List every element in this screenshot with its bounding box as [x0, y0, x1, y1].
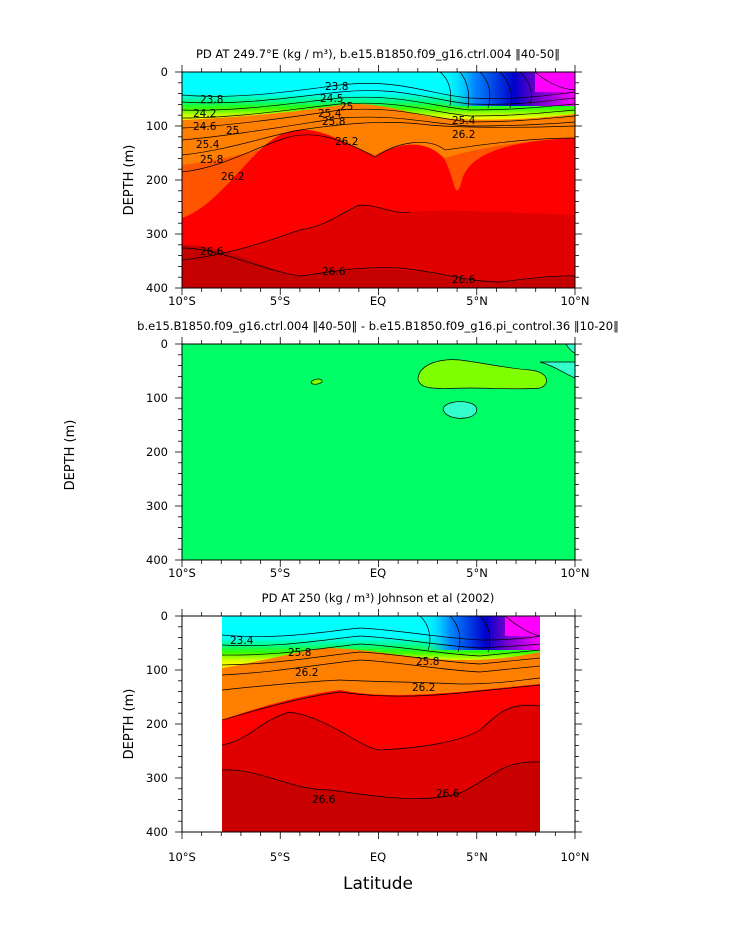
y-tick-label: 400	[146, 553, 168, 567]
panel-2-positive-anomaly	[417, 359, 547, 390]
contour-label: 26.2	[452, 129, 475, 141]
panel-1-magenta-corner	[535, 72, 575, 92]
x-tick-label: EQ	[370, 850, 386, 864]
y-tick-label: 200	[146, 717, 168, 731]
y-tick-label: 300	[146, 499, 168, 513]
panel-3-x-axis: 10°S 5°S EQ 5°N 10°N	[168, 850, 589, 864]
tick-marks	[175, 65, 582, 295]
y-axis-label: DEPTH (m)	[122, 689, 137, 760]
contour-label: 25.4	[196, 139, 220, 151]
y-tick-label: 100	[146, 663, 168, 677]
panel-1-darkest-red-band	[182, 245, 575, 288]
y-tick-label: 0	[161, 609, 168, 623]
y-tick-label: 200	[146, 173, 168, 187]
panel-1-field: 23.8 24.2 24.6 25 25.4 25.8 26.2 26.6 23…	[182, 72, 575, 288]
x-tick-label: 10°S	[168, 294, 196, 308]
panel-3-title: PD AT 250 (kg / m³) Johnson et al (2002)	[262, 591, 495, 605]
contour-label: 23.8	[325, 81, 348, 93]
panel-3-contours	[222, 616, 540, 800]
y-tick-label: 0	[161, 65, 168, 79]
x-tick-label: 10°S	[168, 850, 196, 864]
contour-label: 26.6	[312, 794, 336, 806]
panel-2-x-axis: 10°S 5°S EQ 5°N 10°N	[168, 566, 589, 580]
x-tick-label: 10°N	[561, 566, 590, 580]
contour-label: 26.2	[335, 136, 358, 148]
panel-1-contours	[182, 72, 575, 283]
contour-label: 26.6	[452, 274, 476, 286]
panel-1-dark-red-lower	[182, 205, 575, 288]
panel-3: PD AT 250 (kg / m³) Johnson et al (2002)	[122, 591, 590, 864]
tick-marks	[175, 337, 582, 567]
contour-label: 26.6	[322, 266, 346, 278]
panel-2-negative-anomaly	[442, 401, 478, 419]
y-tick-label: 400	[146, 825, 168, 839]
contour-label: 23.8	[200, 94, 223, 106]
contour-label: 26.2	[295, 667, 318, 679]
contour-label: 25.4	[452, 115, 476, 127]
contour-label: 26.2	[221, 171, 244, 183]
panel-2-edge-anomaly	[539, 361, 575, 379]
panel-3-magenta-corner	[505, 616, 540, 636]
contour-label: 25.4	[318, 108, 342, 120]
panel-2-field	[182, 344, 575, 560]
y-axis-label: DEPTH (m)	[63, 420, 78, 491]
panel-1-x-axis: 10°S 5°S EQ 5°N 10°N	[168, 294, 589, 308]
x-tick-label: 5°S	[270, 566, 290, 580]
y-tick-label: 300	[146, 771, 168, 785]
x-tick-label: 5°N	[466, 566, 488, 580]
y-tick-label: 200	[146, 445, 168, 459]
x-tick-label: 10°N	[561, 294, 590, 308]
panel-1-title: PD AT 249.7°E (kg / m³), b.e15.B1850.f09…	[196, 47, 560, 61]
y-tick-label: 300	[146, 227, 168, 241]
x-axis-label: Latitude	[343, 874, 413, 894]
panel-2-y-axis: 0 100 200 300 400 DEPTH (m)	[63, 337, 168, 567]
y-tick-label: 0	[161, 337, 168, 351]
panel-3-darkest-red	[222, 761, 540, 832]
contour-label: 24.2	[193, 108, 216, 120]
x-tick-label: 10°S	[168, 566, 196, 580]
y-axis-label: DEPTH (m)	[122, 145, 137, 216]
x-tick-label: 5°N	[466, 850, 488, 864]
panel-3-contour-labels: 23.4 26.2 26.2 26.6 26.6 25.8 25.8	[230, 635, 460, 806]
contour-label: 26.6	[200, 246, 224, 258]
contour-label: 25.8	[416, 656, 439, 668]
tick-marks	[175, 609, 582, 839]
contour-label: 23.4	[230, 635, 254, 647]
contour-label: 25.8	[200, 154, 223, 166]
panel-1-contour-labels: 23.8 24.2 24.6 25 25.4 25.8 26.2 26.6 23…	[193, 81, 476, 286]
contour-label: 24.5	[320, 93, 343, 105]
panel-3-field: 23.4 26.2 26.2 26.6 26.6 25.8 25.8	[222, 616, 540, 832]
panel-2-title: b.e15.B1850.f09_g16.ctrl.004 ‖40-50‖ - b…	[137, 319, 619, 333]
x-tick-label: 5°S	[270, 850, 290, 864]
x-tick-label: EQ	[370, 294, 386, 308]
contour-label: 25.8	[288, 647, 311, 659]
contour-label: 25.8	[322, 116, 345, 128]
panel-3-y-axis: 0 100 200 300 400 DEPTH (m)	[122, 609, 168, 839]
contour-label: 26.6	[436, 788, 460, 800]
panel-2: b.e15.B1850.f09_g16.ctrl.004 ‖40-50‖ - b…	[63, 319, 619, 580]
panel-1-y-axis: 0 100 200 300 400 DEPTH (m)	[122, 65, 168, 295]
panel-1: PD AT 249.7°E (kg / m³), b.e15.B1850.f09…	[122, 47, 590, 308]
contour-label: 25	[226, 125, 239, 137]
contour-label: 26.2	[412, 682, 435, 694]
y-tick-label: 100	[146, 119, 168, 133]
x-tick-label: EQ	[370, 566, 386, 580]
y-tick-label: 100	[146, 391, 168, 405]
contour-label: 24.6	[193, 121, 217, 133]
x-tick-label: 5°N	[466, 294, 488, 308]
panel-2-edge-anomaly-top	[565, 344, 575, 354]
contour-label: 25	[340, 101, 353, 113]
x-tick-label: 5°S	[270, 294, 290, 308]
y-tick-label: 400	[146, 281, 168, 295]
panel-2-small-positive	[310, 378, 323, 385]
x-tick-label: 10°N	[561, 850, 590, 864]
